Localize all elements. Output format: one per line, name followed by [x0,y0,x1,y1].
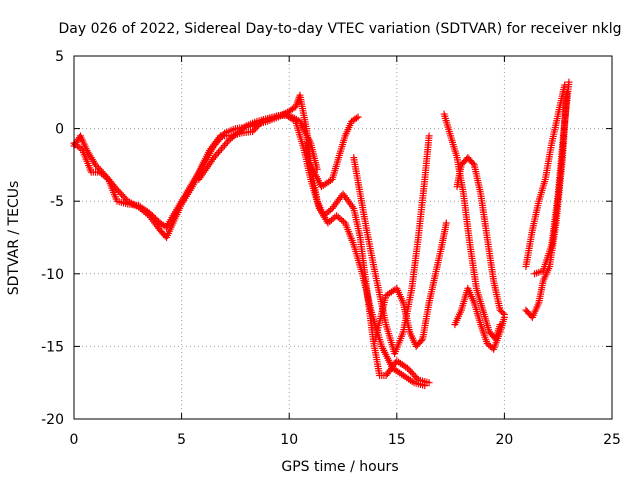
data-point [249,128,257,136]
data-point [410,371,418,379]
series-d [302,113,362,191]
data-point [95,164,103,172]
y-tick-label: 5 [55,49,64,65]
data-point [411,372,419,380]
data-point [92,161,100,169]
series-c [195,112,321,183]
data-point [116,189,124,197]
x-tick-label: 15 [388,432,406,448]
data-point [250,126,258,134]
y-tick-label: -5 [50,194,64,210]
series-i [451,284,508,353]
data-point [119,192,127,200]
data-point [240,123,248,131]
x-tick-label: 10 [280,432,298,448]
data-point [408,369,416,377]
data-point [118,191,126,199]
data-point [442,219,450,227]
data-point [354,113,362,121]
y-axis-label: SDTVAR / TECUs [6,181,22,296]
data-point [565,78,573,86]
x-tick-label: 20 [495,432,513,448]
chart-title: Day 026 of 2022, Sidereal Day-to-day VTE… [59,21,622,37]
data-point [499,309,507,317]
data-point [425,132,433,140]
data-point [425,379,433,387]
series-h [453,154,508,318]
y-tick-label: -15 [41,339,64,355]
data-point [469,159,477,167]
series-j [522,81,569,271]
x-tick-label: 25 [603,432,621,448]
data-point [93,163,101,171]
data-point [77,145,85,153]
series-l [531,78,573,278]
plot-frame [73,55,613,420]
data-point [121,194,129,202]
data-point [404,364,412,372]
data-point [405,366,413,374]
y-tick-label: 0 [55,122,64,138]
y-tick-label: -10 [41,267,64,283]
data-point [417,337,425,345]
data-point [413,374,421,382]
series-f [371,219,450,350]
data-point [115,187,123,195]
x-tick-label: 0 [70,432,79,448]
data-series [70,78,573,390]
data-point [563,88,571,96]
data-point [103,174,111,182]
data-point [252,124,260,132]
axis-ticks [73,55,613,420]
x-axis-label: GPS time / hours [281,459,398,475]
data-point [327,206,335,214]
data-point [352,114,360,122]
x-tick-label: 5 [177,432,186,448]
data-point [407,367,415,375]
data-point [339,218,347,226]
data-point [421,382,429,390]
series-g [440,110,504,343]
tick-labels: 0 5 10 15 20 25 5 0 -5 -10 -15 -20 [41,49,621,448]
y-tick-label: -20 [41,412,64,428]
data-point [500,313,508,321]
